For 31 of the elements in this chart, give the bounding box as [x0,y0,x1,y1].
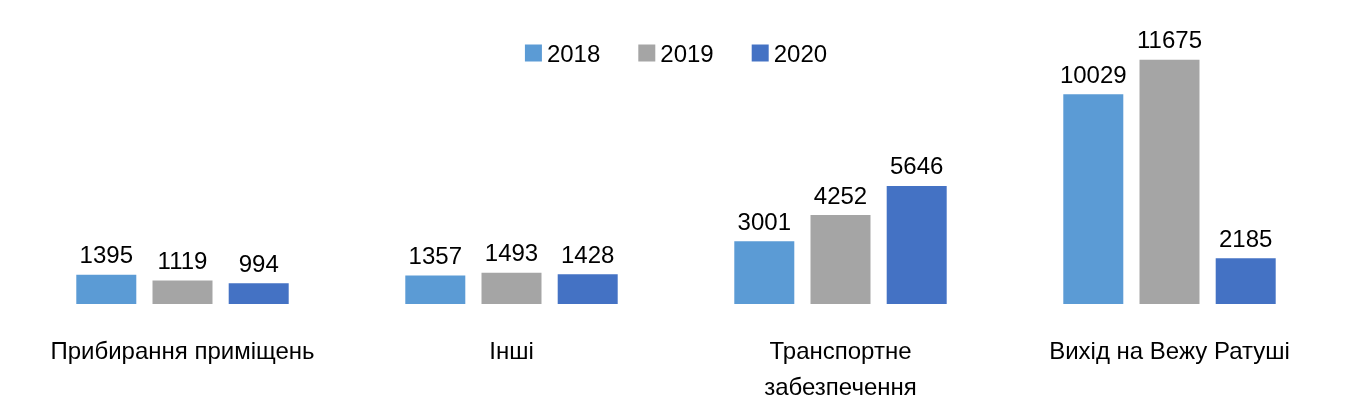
bar [810,215,871,304]
data-label: 1395 [79,241,133,269]
data-label: 1119 [157,247,208,275]
bar [886,185,947,304]
data-label: 4252 [813,181,868,209]
x-tick-label: Інші [489,336,534,364]
bar [481,272,542,304]
bar [152,280,213,304]
x-tick-label: Транспортне забезпечення [764,336,917,400]
bar [405,275,466,304]
data-label: 1428 [561,240,615,268]
data-label: 10029 [1059,60,1127,88]
data-label: 994 [238,249,279,277]
bar [557,274,618,304]
data-label: 5646 [890,152,944,180]
legend-label: 2020 [773,39,828,67]
data-label: 11675 [1137,26,1202,54]
legend-label: 2018 [546,39,601,67]
data-label: 2185 [1219,224,1273,252]
bar [734,241,795,304]
bar [228,283,289,304]
legend-label: 2019 [660,39,714,67]
bar [1215,258,1276,304]
bar [76,274,137,304]
x-tick-label: Вихід на Вежу Ратуші [1049,336,1290,364]
x-tick-label: Прибирання приміщень [50,336,315,364]
data-label: 1357 [408,242,462,270]
data-label: 3001 [737,207,791,235]
data-label: 1493 [484,239,539,267]
bar [1139,59,1200,304]
bar [1063,94,1124,304]
